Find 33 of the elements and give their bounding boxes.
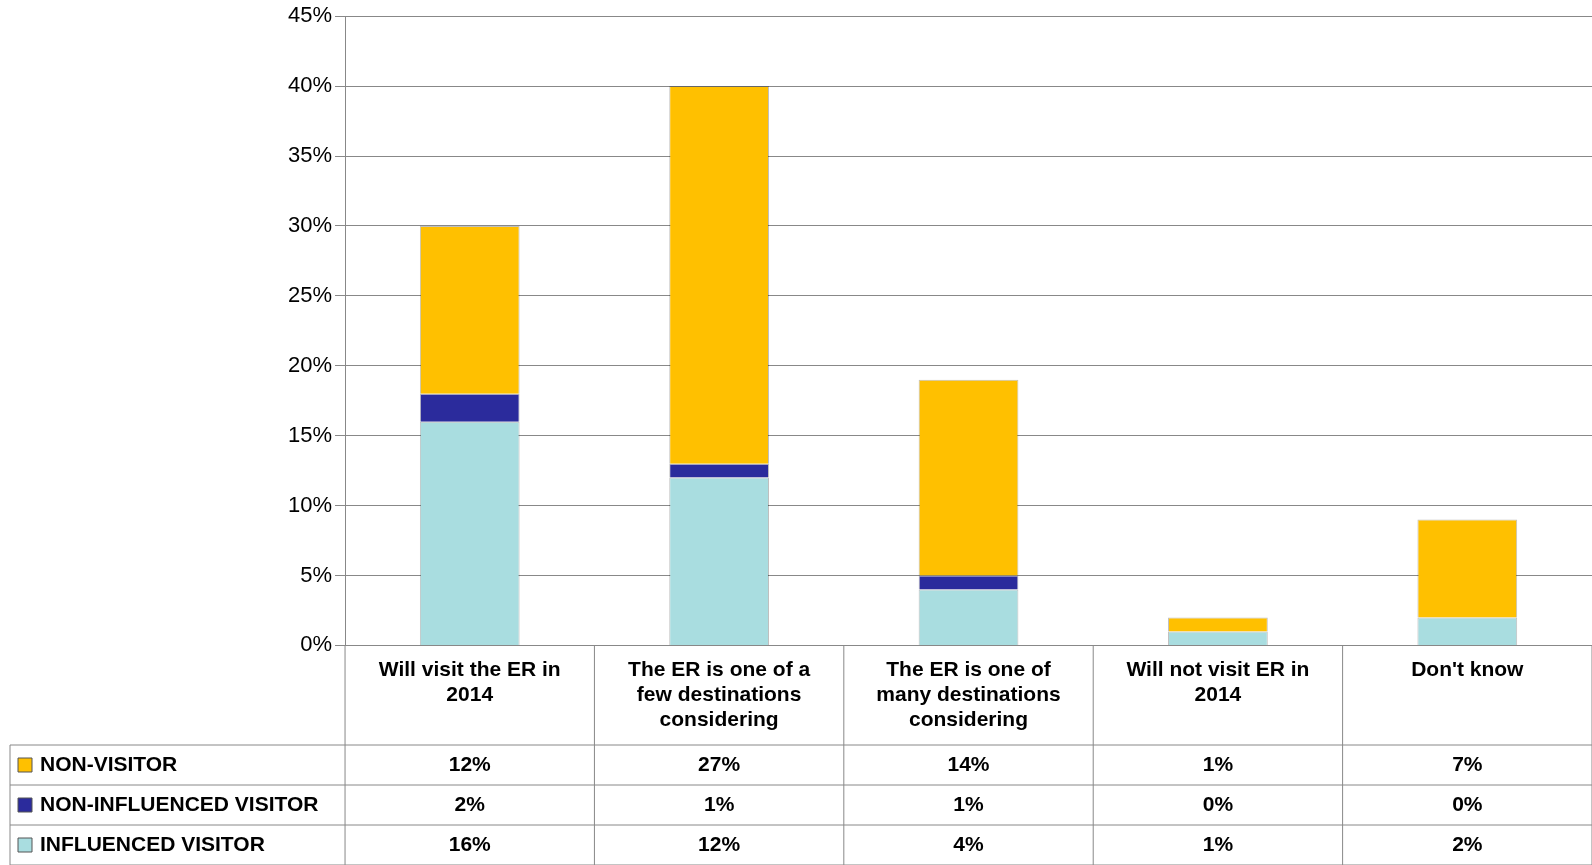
data-label: 16% [448,831,492,855]
legend-label: NON-VISITOR [40,751,178,775]
y-tick-label: 25% [287,281,333,307]
y-tick-label: 5% [300,561,333,587]
data-label: 1% [1202,831,1234,855]
y-tick-label: 10% [287,491,333,517]
x-tick-label: Don't know [1411,656,1525,680]
y-tick-label: 40% [287,72,333,98]
x-tick-label: Will visit the ER in 2014 [378,656,561,705]
legend-label: NON-INFLUENCED VISITOR [40,791,319,815]
y-tick-label: 0% [300,631,333,657]
data-label: 0% [1452,791,1483,815]
y-tick-label: 30% [287,212,333,237]
data-label: 1% [953,791,985,815]
data-label: 27% [698,751,741,775]
data-label: 0% [1202,791,1234,815]
data-label: 12% [448,751,492,775]
data-label: 2% [1452,831,1483,855]
y-tick-label: 45% [287,2,333,28]
x-tick-label: The ER is one of a few destinations considering [628,656,811,731]
data-label: 4% [953,831,985,855]
y-tick-label: 35% [287,142,333,168]
data-label: 1% [1202,751,1234,775]
data-label: 7% [1452,751,1483,775]
y-tick-label: 15% [287,421,333,447]
data-label: 12% [698,831,741,855]
y-tick-label: 20% [287,351,333,377]
x-tick-label: Will not visit ER in 2014 [1126,656,1310,705]
data-label: 2% [454,791,486,815]
x-tick-label: The ER is one of many destinations considering [876,656,1061,731]
data-label: 1% [703,791,735,815]
legend-label: INFLUENCED VISITOR [40,831,265,855]
data-label: 14% [947,751,990,775]
